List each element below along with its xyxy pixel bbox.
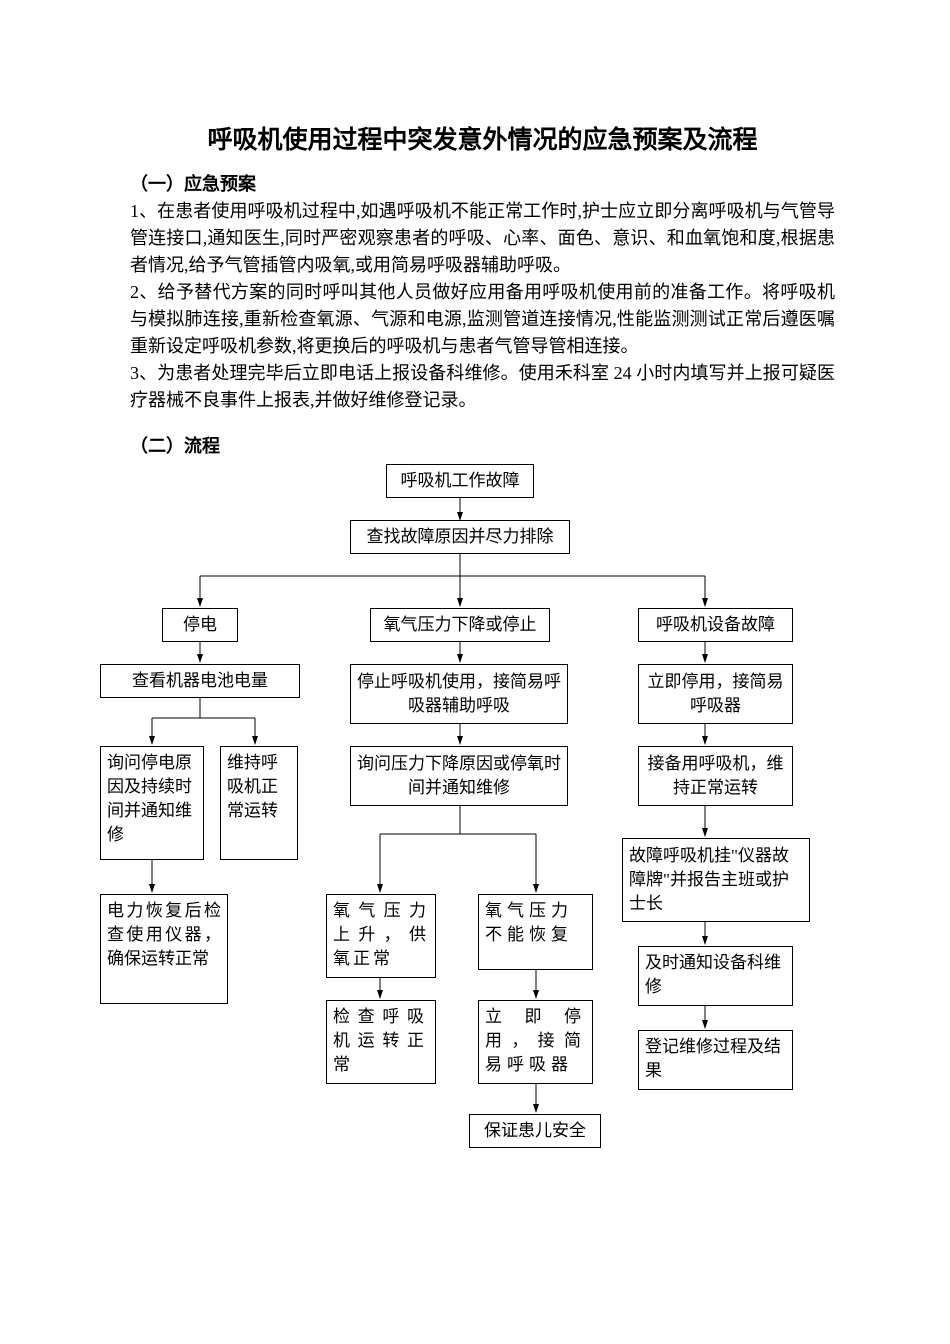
node-ask-power: 询问停电原因及持续时间并通知维修 (100, 746, 204, 860)
paragraph-1: 1、在患者使用呼吸机过程中,如遇呼吸机不能正常工作时,护士应立即分离呼吸机与气管… (130, 198, 835, 279)
node-fault: 呼吸机工作故障 (386, 464, 534, 498)
node-o2-no-recover: 氧气压力不能恢复 (478, 894, 593, 970)
node-check-battery: 查看机器电池电量 (100, 664, 300, 698)
flowchart-container: 呼吸机工作故障 查找故障原因并尽力排除 停电 氧气压力下降或停止 呼吸机设备故障… (130, 464, 835, 1264)
node-ensure-safety: 保证患儿安全 (469, 1114, 601, 1148)
node-equip-fault: 呼吸机设备故障 (638, 608, 793, 642)
section2-header: （二）流程 (130, 432, 835, 458)
node-backup-vent: 接备用呼吸机，维持正常运转 (638, 746, 793, 806)
node-tag-fault: 故障呼吸机挂"仪器故障牌"并报告主班或护士长 (622, 838, 810, 922)
node-power-out: 停电 (162, 608, 238, 642)
node-find-cause: 查找故障原因并尽力排除 (350, 520, 570, 554)
node-check-vent-normal: 检查呼吸机运转正常 (326, 1000, 436, 1084)
node-maintain-vent: 维持呼吸机正常运转 (220, 746, 298, 860)
node-notify-equip: 及时通知设备科维修 (638, 946, 793, 1006)
node-stop-ventilator: 停止呼吸机使用，接简易呼吸器辅助呼吸 (350, 664, 568, 724)
node-stop-backup: 立即停用，接简易呼吸器 (478, 1000, 593, 1084)
node-log-repair: 登记维修过程及结果 (638, 1030, 793, 1090)
node-o2-drop: 氧气压力下降或停止 (370, 608, 550, 642)
node-ask-pressure: 询问压力下降原因或停氧时间并通知维修 (350, 746, 568, 806)
node-power-recover: 电力恢复后检查使用仪器，确保运转正常 (100, 894, 228, 1004)
doc-title: 呼吸机使用过程中突发意外情况的应急预案及流程 (130, 120, 835, 156)
node-o2-recover: 氧气压力上升，供氧正常 (326, 894, 436, 978)
paragraph-2: 2、给予替代方案的同时呼叫其他人员做好应用备用呼吸机使用前的准备工作。将呼吸机与… (130, 279, 835, 360)
node-stop-immediately: 立即停用，接简易呼吸器 (638, 664, 793, 724)
paragraph-3: 3、为患者处理完毕后立即电话上报设备科维修。使用禾科室 24 小时内填写并上报可… (130, 360, 835, 414)
section1-header: （一）应急预案 (130, 170, 835, 196)
